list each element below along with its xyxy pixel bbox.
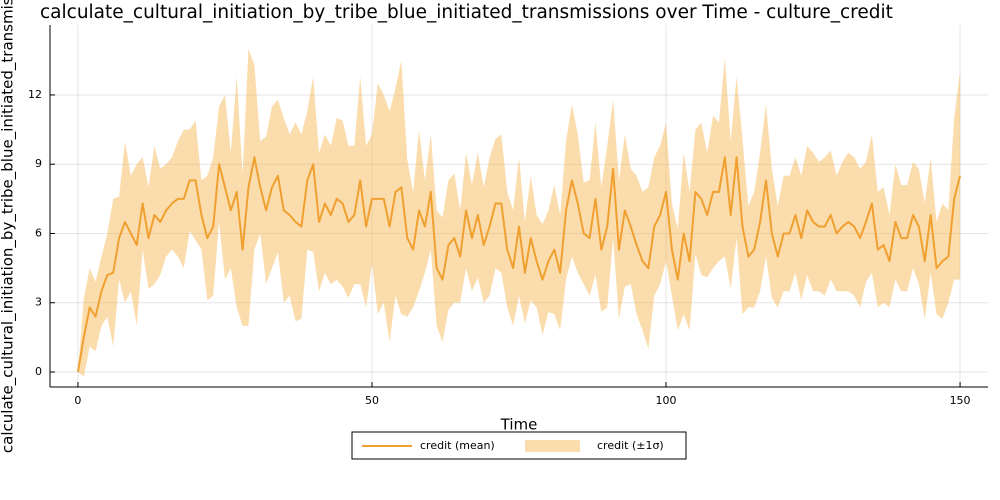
y-tick-label: 12: [28, 88, 42, 101]
x-tick-label: 50: [365, 394, 379, 407]
x-tick-label: 150: [950, 394, 971, 407]
legend-label: credit (mean): [420, 439, 495, 452]
legend-label: credit (±1σ): [597, 439, 664, 452]
error-band: [77, 48, 961, 377]
mean-line: [76, 156, 962, 373]
legend-band-swatch: [525, 440, 580, 452]
x-axis-label: Time: [500, 416, 538, 434]
y-tick-label: 0: [35, 365, 42, 378]
y-axis-label: calculate_cultural_initiation_by_tribe_b…: [0, 0, 18, 453]
chart-title: calculate_cultural_initiation_by_tribe_b…: [40, 2, 893, 23]
x-tick-label: 0: [74, 394, 81, 407]
y-tick-label: 9: [35, 157, 42, 170]
y-tick-label: 3: [35, 296, 42, 309]
y-tick-label: 6: [35, 226, 42, 239]
x-tick-label: 100: [656, 394, 677, 407]
